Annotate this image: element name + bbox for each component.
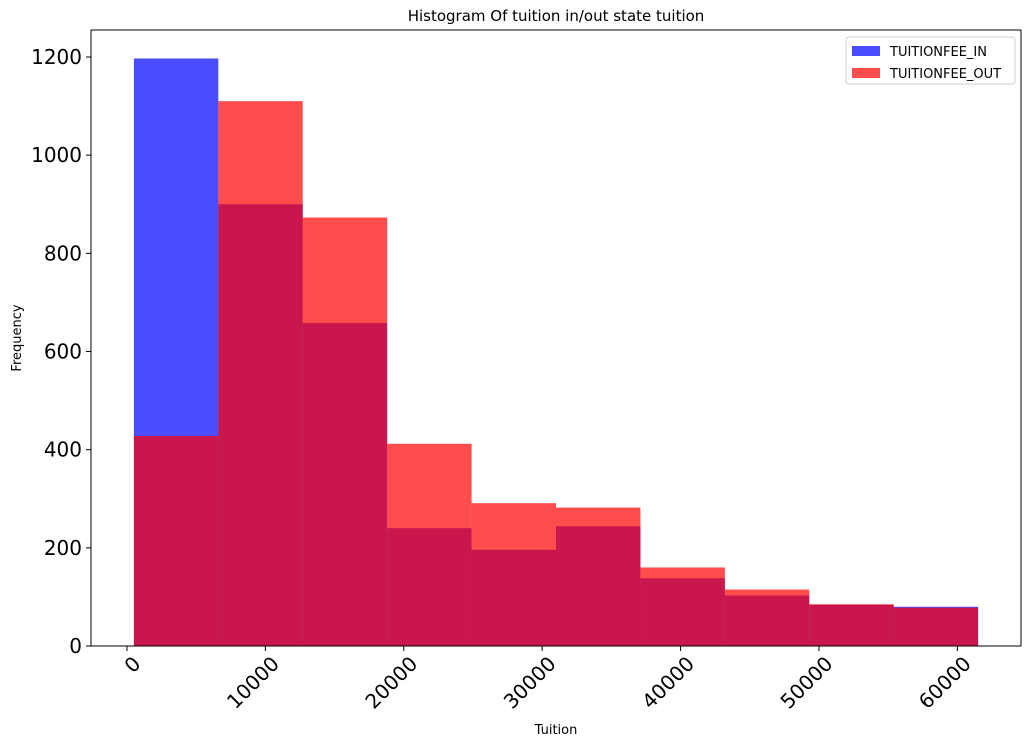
histogram-bar	[640, 567, 725, 646]
y-tick-label: 200	[44, 536, 82, 560]
y-tick-label: 1200	[31, 45, 82, 69]
x-tick-label: 20000	[360, 652, 422, 714]
histogram-bar	[471, 503, 556, 646]
histogram-bar	[893, 607, 979, 646]
y-tick-label: 400	[44, 438, 82, 462]
bars-layer	[133, 58, 979, 647]
y-tick-label: 600	[44, 339, 82, 363]
x-tick-label: 60000	[914, 652, 976, 714]
histogram-bar	[556, 507, 641, 646]
histogram-bar	[218, 101, 303, 646]
x-axis-ticks: 0 10000 20000 30000 40000 50000 60000	[119, 646, 976, 714]
series-tuitionfee-out	[133, 101, 979, 646]
y-axis-label: Frequency	[10, 304, 25, 371]
y-tick-label: 1000	[31, 143, 82, 167]
x-tick-label: 40000	[637, 652, 699, 714]
x-axis-label: Tuition	[534, 723, 578, 738]
y-tick-label: 800	[44, 241, 82, 265]
legend-label: TUITIONFEE_IN	[889, 45, 987, 60]
x-tick-label: 10000	[222, 652, 284, 714]
legend-label: TUITIONFEE_OUT	[889, 67, 1001, 82]
y-axis-ticks: 0 200 400 600 800 1000 1200	[31, 45, 91, 658]
legend-swatch	[852, 46, 880, 56]
x-tick-label: 30000	[499, 652, 561, 714]
histogram-bar	[809, 604, 894, 646]
x-tick-label: 0	[119, 652, 145, 678]
y-tick-label: 0	[69, 634, 82, 658]
x-tick-label: 50000	[775, 652, 837, 714]
histogram-bar	[133, 435, 219, 646]
legend-box	[845, 36, 1016, 85]
legend: TUITIONFEE_IN TUITIONFEE_OUT	[845, 36, 1016, 85]
histogram-bar	[302, 217, 388, 646]
plot-area-frame	[90, 29, 1022, 647]
histogram-bar	[387, 443, 472, 646]
chart-title: Histogram Of tuition in/out state tuitio…	[408, 7, 705, 25]
legend-swatch	[852, 68, 880, 78]
histogram-bar	[724, 589, 810, 646]
